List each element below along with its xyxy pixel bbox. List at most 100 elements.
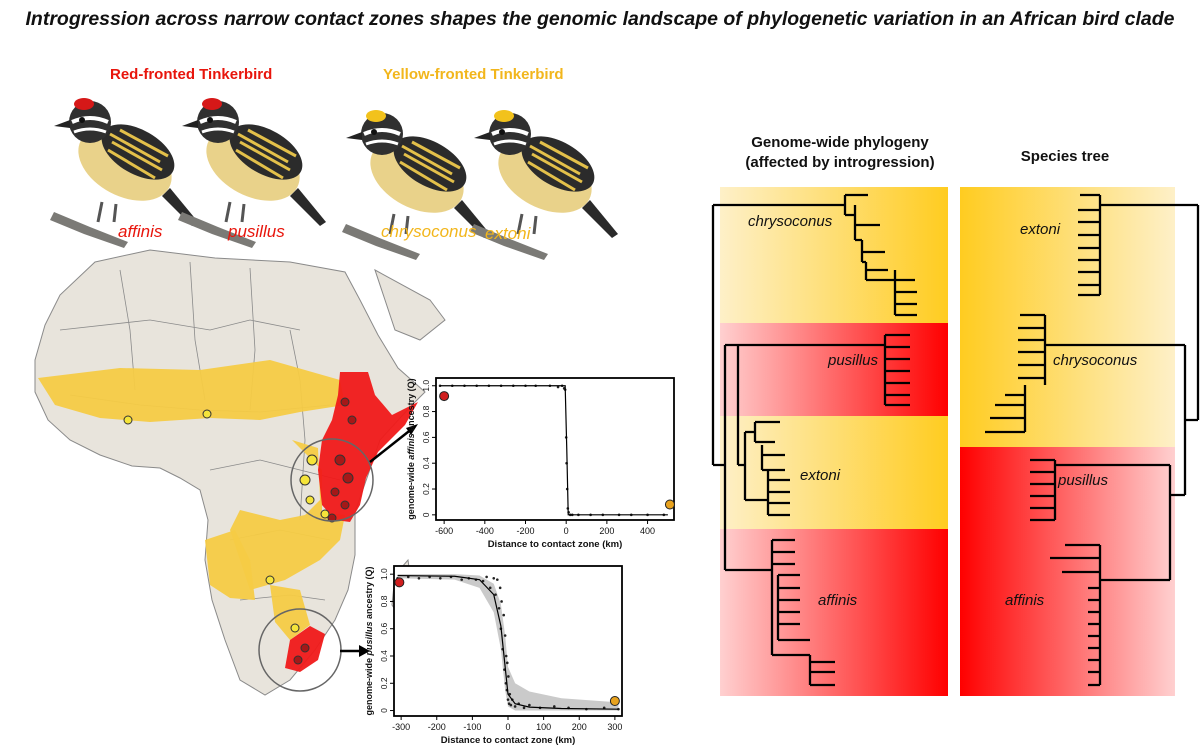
parental-marker: [609, 696, 620, 706]
clade-left-chrysoconus: chrysoconus: [748, 213, 833, 230]
clade-right-extoni: extoni: [1020, 221, 1061, 238]
tree-header-genome-wide: Genome-wide phylogeny (affected by intro…: [720, 133, 960, 173]
x-tick-label: -400: [476, 526, 494, 536]
x-tick-label: 300: [607, 722, 622, 732]
tree-header-species: Species tree: [1020, 148, 1110, 165]
pointer-arrowhead-south: [359, 645, 370, 657]
x-tick-label: -200: [428, 722, 446, 732]
x-tick-label: -200: [516, 526, 534, 536]
y-tick-label: 0.6: [379, 623, 389, 635]
clade-left-extoni: extoni: [800, 467, 841, 484]
y-axis-label: genome-wide affinis ancestry (Q): [406, 378, 416, 519]
x-tick-label: -600: [435, 526, 453, 536]
x-tick-label: 100: [536, 722, 551, 732]
data-point: [505, 661, 509, 665]
clade-right-pusillus: pusillus: [1058, 472, 1109, 489]
taxon-label-chrysoconus: chrysoconus: [381, 222, 477, 241]
clade-right-chrysoconus: chrysoconus: [1053, 352, 1138, 369]
pointer-arrow-east: [369, 427, 414, 463]
data-point: [522, 706, 526, 710]
parental-marker: [664, 499, 675, 510]
x-tick-label: 0: [505, 722, 510, 732]
data-point: [513, 705, 517, 708]
y-tick-label: 0.8: [421, 405, 431, 417]
y-tick-label: 0.2: [421, 483, 431, 495]
y-tick-label: 0.2: [379, 677, 389, 689]
yellow-range-area: [38, 360, 345, 640]
bird-chrysoconus-illustration: [340, 110, 492, 262]
data-point: [460, 578, 463, 581]
y-tick-label: 0.4: [421, 457, 431, 469]
group-label-yellow: Yellow-fronted Tinkerbird: [383, 66, 564, 83]
cline-plot-pusillus: -300 -200 -100 0 100 200 300 0 0.2 0.4 0.6 0.8 1.0 Di…: [364, 565, 623, 746]
data-point: [507, 675, 510, 678]
data-point: [503, 634, 507, 637]
pointer-arrowhead-east: [406, 424, 418, 435]
contact-zone-circle-east: [290, 438, 374, 522]
data-point: [492, 576, 496, 580]
band-left-affinis: [720, 529, 948, 696]
species-tree: [985, 193, 1200, 687]
data-point: [488, 586, 492, 590]
cline-fit-line: [397, 574, 619, 710]
data-point: [497, 606, 501, 610]
y-tick-label: 0.6: [421, 431, 431, 443]
data-point: [556, 385, 560, 389]
x-tick-label: 200: [572, 722, 587, 732]
genome-wide-tree: [711, 193, 917, 687]
plot-frame: [435, 377, 675, 521]
x-axis-label: Distance to contact zone (km): [441, 735, 576, 746]
bird-pusillus-illustration: [176, 98, 328, 250]
data-point: [502, 613, 506, 617]
x-tick-label: -100: [463, 722, 481, 732]
x-axis-label: Distance to contact zone (km): [488, 539, 623, 550]
clade-left-affinis: affinis: [818, 592, 858, 609]
data-point: [509, 703, 513, 707]
band-left-pusillus: [720, 323, 948, 416]
data-point: [439, 576, 442, 580]
data-point: [494, 593, 497, 596]
x-tick-label: 400: [640, 526, 655, 536]
y-tick-label: 0.4: [379, 650, 389, 662]
arabia: [374, 268, 446, 341]
data-point: [438, 384, 442, 388]
cline-fit-line: [440, 385, 668, 516]
sample-points: [123, 397, 357, 665]
data-point: [553, 705, 556, 708]
band-right-yellow: [960, 187, 1175, 447]
clade-right-affinis: affinis: [1005, 592, 1045, 609]
y-tick-label: 1.0: [421, 380, 431, 392]
data-point: [504, 654, 508, 658]
taxon-label-pusillus: pusillus: [228, 222, 285, 241]
taxon-label-extoni: extoni: [485, 224, 531, 243]
parental-marker: [394, 577, 405, 588]
y-tick-label: 0: [379, 708, 389, 713]
band-left-chrysoconus: [720, 187, 948, 323]
data-point: [507, 702, 511, 706]
data-point: [498, 586, 502, 590]
clade-left-pusillus: pusillus: [828, 352, 879, 369]
bird-affinis-illustration: [48, 98, 200, 250]
parental-marker: [439, 391, 450, 402]
y-tick-label: 1.0: [379, 568, 389, 580]
tree-header-genome-wide-line-1: Genome-wide phylogeny: [751, 134, 929, 151]
taxon-label-affinis: affinis: [118, 222, 163, 241]
tree-header-genome-wide-line-2: (affected by introgression): [745, 154, 935, 171]
group-label-red: Red-fronted Tinkerbird: [110, 66, 273, 83]
data-point: [528, 703, 531, 707]
cline-plot-affinis: -600 -400 -200 0 200 400 0 0.2 0.4 0.6 0.8 1.0 Dista…: [406, 377, 675, 550]
y-axis-label: genome-wide pusillus ancestry (Q): [364, 566, 374, 715]
data-point: [500, 600, 503, 603]
band-left-extoni: [720, 416, 948, 529]
data-point: [485, 575, 488, 579]
data-point: [506, 698, 510, 701]
data-point: [417, 576, 421, 580]
confidence-band: [397, 574, 619, 711]
data-point: [481, 579, 485, 583]
x-tick-label: 0: [564, 526, 569, 536]
data-point: [496, 578, 499, 581]
y-tick-label: 0: [421, 512, 431, 517]
